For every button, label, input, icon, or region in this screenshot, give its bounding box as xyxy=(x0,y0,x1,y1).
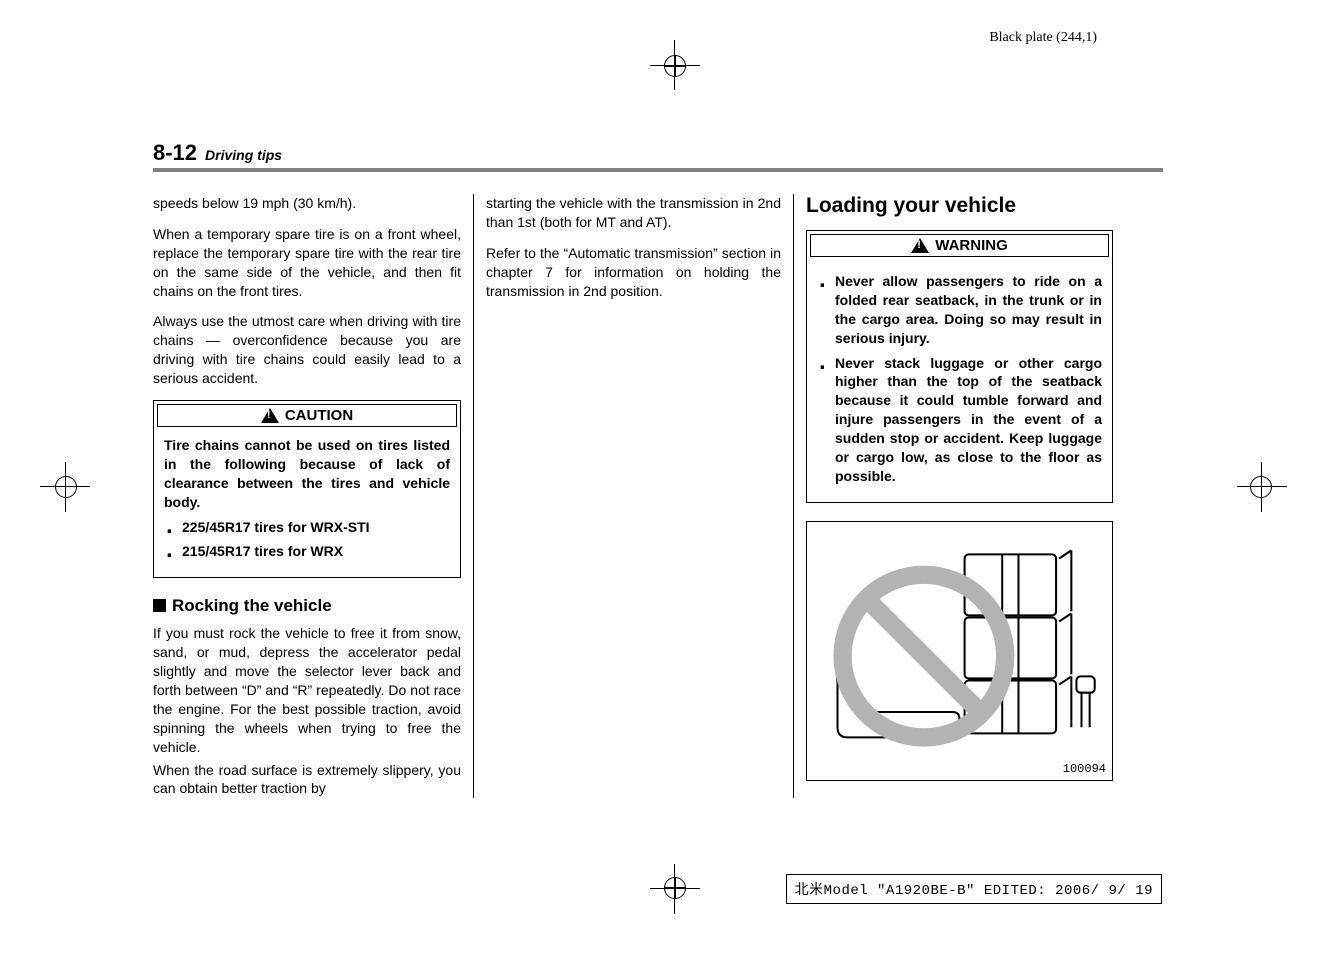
body-text: When the road surface is extremely slipp… xyxy=(153,761,461,799)
warning-list: Never allow passengers to ride on a fold… xyxy=(817,272,1102,486)
body-text: Always use the utmost care when driving … xyxy=(153,312,461,388)
warning-triangle-icon xyxy=(911,238,929,253)
subheading: Rocking the vehicle xyxy=(153,596,461,616)
warning-body: Never allow passengers to ride on a fold… xyxy=(807,260,1112,502)
illustration-number: 100094 xyxy=(1063,762,1106,776)
illustration: 100094 xyxy=(806,521,1113,781)
crop-mark xyxy=(675,55,676,77)
page-content: 8-12 Driving tips speeds below 19 mph (3… xyxy=(153,140,1163,798)
column-2: starting the vehicle with the transmissi… xyxy=(473,194,793,798)
column-1: speeds below 19 mph (30 km/h). When a te… xyxy=(153,194,473,798)
caution-text: Tire chains cannot be used on tires list… xyxy=(164,436,450,512)
list-item: 215/45R17 tires for WRX xyxy=(164,542,450,561)
section-title: Driving tips xyxy=(205,147,282,163)
caution-label: CAUTION xyxy=(285,407,353,424)
caution-box: CAUTION Tire chains cannot be used on ti… xyxy=(153,400,461,578)
list-item: Never allow passengers to ride on a fold… xyxy=(817,272,1102,348)
warning-label: WARNING xyxy=(935,237,1008,254)
warning-box: WARNING Never allow passengers to ride o… xyxy=(806,230,1113,503)
cargo-illustration-svg xyxy=(807,522,1112,780)
body-text: When a temporary spare tire is on a fron… xyxy=(153,225,461,301)
column-3: Loading your vehicle WARNING Never allow… xyxy=(793,194,1113,798)
crop-mark xyxy=(55,476,77,498)
caution-list: 225/45R17 tires for WRX-STI 215/45R17 ti… xyxy=(164,518,450,562)
black-plate-label: Black plate (244,1) xyxy=(989,30,1097,46)
page-number: 8-12 xyxy=(153,140,197,166)
body-text: starting the vehicle with the transmissi… xyxy=(486,194,781,232)
footer-model-info: 北米Model "A1920BE-B" EDITED: 2006/ 9/ 19 xyxy=(786,874,1162,904)
warning-triangle-icon xyxy=(261,408,279,423)
body-text: speeds below 19 mph (30 km/h). xyxy=(153,194,461,213)
caution-body: Tire chains cannot be used on tires list… xyxy=(154,430,460,577)
page-header: 8-12 Driving tips xyxy=(153,140,1163,172)
caution-heading: CAUTION xyxy=(157,404,457,427)
crop-mark xyxy=(1250,476,1272,498)
crop-mark xyxy=(675,877,676,899)
body-text: Refer to the “Automatic transmission” se… xyxy=(486,244,781,301)
list-item: 225/45R17 tires for WRX-STI xyxy=(164,518,450,537)
square-bullet-icon xyxy=(153,599,166,612)
warning-heading: WARNING xyxy=(810,234,1109,257)
columns: speeds below 19 mph (30 km/h). When a te… xyxy=(153,194,1163,798)
list-item: Never stack luggage or other cargo highe… xyxy=(817,354,1102,486)
body-text: If you must rock the vehicle to free it … xyxy=(153,624,461,756)
main-heading: Loading your vehicle xyxy=(806,194,1113,218)
subheading-text: Rocking the vehicle xyxy=(172,596,332,615)
